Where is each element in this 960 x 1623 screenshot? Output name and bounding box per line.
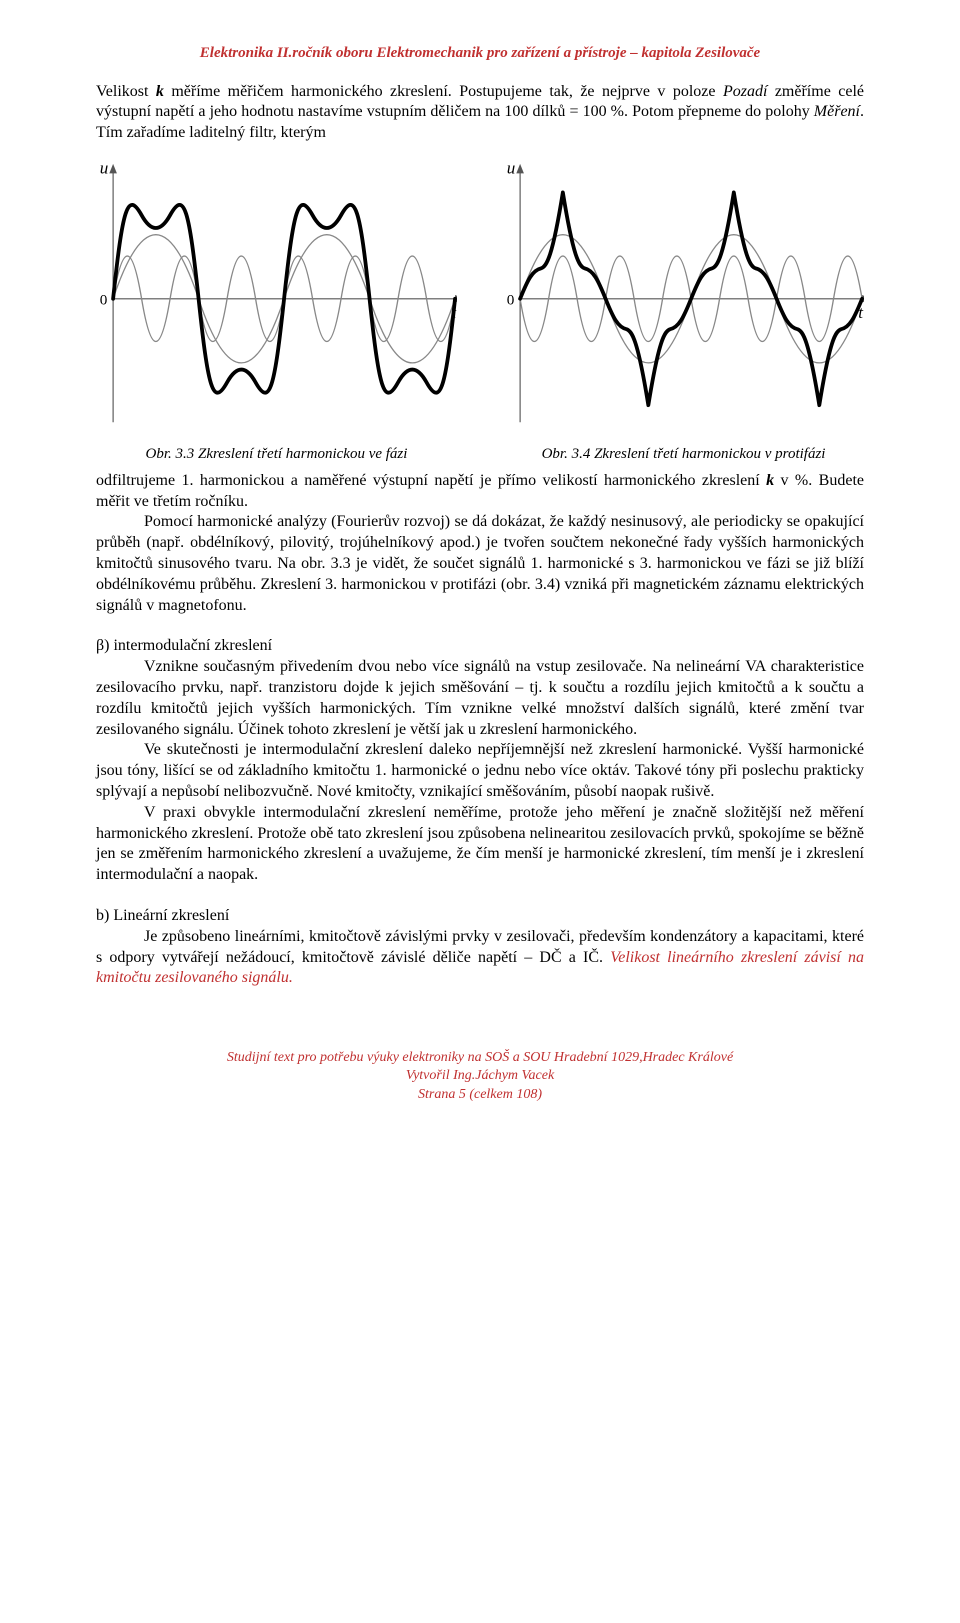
captions-row: Obr. 3.3 Zkreslení třetí harmonickou ve …: [96, 445, 864, 465]
svg-text:0: 0: [507, 291, 515, 308]
paragraph-5: Ve skutečnosti je intermodulační zkresle…: [96, 740, 864, 802]
k-symbol: k: [766, 472, 774, 489]
figures-row: u0t u0t: [96, 162, 864, 437]
k-symbol: k: [156, 83, 164, 100]
text: měříme měřičem harmonického zkreslení. P…: [164, 83, 723, 100]
paragraph-3: Pomocí harmonické analýzy (Fourierův roz…: [96, 512, 864, 616]
section-b-heading: b) Lineární zkreslení: [96, 906, 864, 927]
figure-right: u0t: [503, 162, 864, 437]
footer-line-2: Vytvořil Ing.Jáchym Vacek: [96, 1067, 864, 1085]
caption-right: Obr. 3.4 Zkreslení třetí harmonickou v p…: [503, 445, 864, 465]
body-text: Velikost k měříme měřičem harmonického z…: [96, 82, 864, 990]
paragraph-1: Velikost k měříme měřičem harmonického z…: [96, 82, 864, 144]
paragraph-2: odfiltrujeme 1. harmonickou a naměřené v…: [96, 471, 864, 513]
paragraph-6: V praxi obvykle intermodulační zkreslení…: [96, 803, 864, 886]
header-text: Elektronika II.ročník oboru Elektromecha…: [200, 45, 760, 61]
page-header: Elektronika II.ročník oboru Elektromecha…: [96, 44, 864, 64]
paragraph-7: Je způsobeno lineárními, kmitočtově závi…: [96, 927, 864, 989]
footer-line-3: Strana 5 (celkem 108): [96, 1086, 864, 1104]
text-italic: Měření: [814, 103, 860, 120]
text: odfiltrujeme 1. harmonickou a naměřené v…: [96, 472, 766, 489]
waveform-right-svg: u0t: [503, 162, 864, 437]
paragraph-4: Vznikne současným přivedením dvou nebo v…: [96, 657, 864, 740]
caption-left: Obr. 3.3 Zkreslení třetí harmonickou ve …: [96, 445, 457, 465]
section-beta-heading: β) intermodulační zkreslení: [96, 636, 864, 657]
waveform-left-svg: u0t: [96, 162, 457, 437]
footer-line-1: Studijní text pro potřebu výuky elektron…: [96, 1049, 864, 1067]
page-footer: Studijní text pro potřebu výuky elektron…: [96, 1049, 864, 1104]
text: Velikost: [96, 83, 156, 100]
svg-text:u: u: [507, 162, 516, 177]
svg-text:u: u: [100, 162, 109, 177]
svg-text:0: 0: [100, 291, 108, 308]
figure-left: u0t: [96, 162, 457, 437]
text-italic: Pozadí: [723, 83, 767, 100]
